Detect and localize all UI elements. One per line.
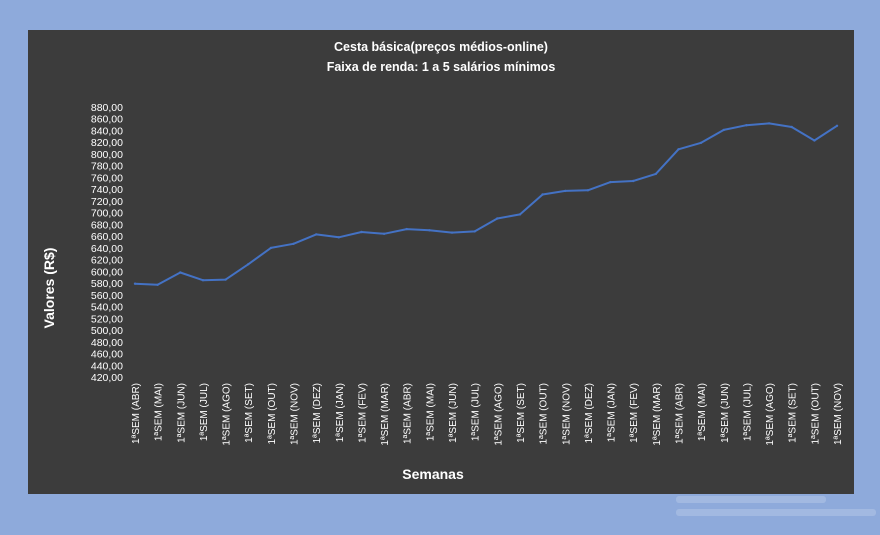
y-axis: 880,00860,00840,00820,00800,00780,00760,… xyxy=(91,102,123,384)
x-tick-label: 1ªSEM (DEZ) xyxy=(584,383,595,443)
y-tick-label: 860,00 xyxy=(91,114,123,126)
y-tick-label: 620,00 xyxy=(91,255,123,267)
data-point xyxy=(813,139,816,142)
data-point xyxy=(360,230,363,234)
x-tick-label: 1ªSEM (ABR) xyxy=(403,383,414,444)
data-point xyxy=(564,189,567,193)
x-tick-label: 1ªSEM (JUN) xyxy=(720,383,731,443)
x-tick-label: 1ªSEM (JAN) xyxy=(607,383,618,442)
data-point xyxy=(315,233,318,236)
x-tick-label: 1ªSEM (JUN) xyxy=(448,383,459,443)
data-point xyxy=(541,193,544,196)
data-point xyxy=(496,217,499,220)
y-tick-label: 640,00 xyxy=(91,243,123,255)
data-point xyxy=(133,282,137,285)
chart-title: Cesta básica(preços médios-online) xyxy=(334,40,548,54)
x-axis-title: Semanas xyxy=(402,466,464,482)
y-tick-label: 840,00 xyxy=(91,125,123,137)
y-tick-label: 780,00 xyxy=(91,161,123,173)
data-point xyxy=(201,279,205,282)
x-tick-label: 1ªSEM (JUL) xyxy=(199,383,210,441)
x-tick-label: 1ªSEM (JUL) xyxy=(471,383,482,441)
x-tick-label: 1ªSEM (JAN) xyxy=(335,383,346,442)
line-chart: 880,00860,00840,00820,00800,00780,00760,… xyxy=(41,102,844,482)
data-point xyxy=(790,125,793,129)
x-tick-label: 1ªSEM (ABR) xyxy=(674,383,685,444)
data-point xyxy=(224,278,227,281)
watermark xyxy=(676,490,880,530)
y-tick-label: 660,00 xyxy=(91,231,123,243)
x-tick-label: 1ªSEM (AGO) xyxy=(765,383,776,446)
y-tick-label: 820,00 xyxy=(91,137,123,149)
data-point xyxy=(699,141,703,144)
x-tick-label: 1ªSEM (NOV) xyxy=(833,383,844,445)
data-point xyxy=(405,227,408,231)
y-tick-label: 460,00 xyxy=(91,349,123,361)
data-point xyxy=(450,231,454,234)
y-tick-label: 740,00 xyxy=(91,184,123,196)
x-tick-label: 1ªSEM (MAR) xyxy=(380,383,391,446)
data-point xyxy=(382,232,386,235)
x-tick-label: 1ªSEM (OUT) xyxy=(267,383,278,444)
y-tick-label: 680,00 xyxy=(91,219,123,231)
x-tick-label: 1ªSEM (MAR) xyxy=(652,383,663,446)
data-point xyxy=(292,242,295,245)
data-point xyxy=(632,179,635,183)
y-tick-label: 760,00 xyxy=(91,172,123,184)
data-point xyxy=(156,283,159,286)
x-tick-label: 1ªSEM (OUT) xyxy=(810,383,821,444)
x-tick-label: 1ªSEM (SET) xyxy=(516,383,527,443)
x-tick-label: 1ªSEM (JUN) xyxy=(176,383,187,443)
y-tick-label: 420,00 xyxy=(91,372,123,384)
data-point xyxy=(428,229,431,232)
x-tick-label: 1ªSEM (NOV) xyxy=(561,383,572,445)
data-point xyxy=(473,230,476,233)
y-tick-label: 560,00 xyxy=(91,290,123,302)
data-point xyxy=(677,148,680,151)
y-axis-title: Valores (R$) xyxy=(41,248,57,329)
x-tick-label: 1ªSEM (DEZ) xyxy=(312,383,323,443)
x-tick-label: 1ªSEM (FEV) xyxy=(629,383,640,443)
x-axis: 1ªSEM (ABR) 1ªSEM (MAI) 1ªSEM (JUN) 1ªSEM (… xyxy=(131,383,844,446)
x-tick-label: 1ªSEM (MAI) xyxy=(697,383,708,441)
data-point xyxy=(586,189,590,192)
y-tick-label: 480,00 xyxy=(91,337,123,349)
data-point xyxy=(179,271,182,274)
chart-panel: Cesta básica(preços médios-online) Faixa… xyxy=(28,30,854,494)
x-tick-label: 1ªSEM (MAI) xyxy=(154,383,165,441)
data-point xyxy=(654,172,657,176)
x-tick-label: 1ªSEM (AGO) xyxy=(222,383,233,446)
y-tick-label: 580,00 xyxy=(91,278,123,290)
series-line xyxy=(134,122,838,286)
y-tick-label: 500,00 xyxy=(91,325,123,337)
x-tick-label: 1ªSEM (FEV) xyxy=(357,383,368,443)
data-point xyxy=(337,236,340,239)
data-point xyxy=(247,263,250,266)
x-tick-label: 1ªSEM (JUL) xyxy=(742,383,753,441)
y-tick-label: 520,00 xyxy=(91,313,123,325)
x-tick-label: 1ªSEM (SET) xyxy=(788,383,799,443)
x-tick-label: 1ªSEM (AGO) xyxy=(493,383,504,446)
y-tick-label: 540,00 xyxy=(91,302,123,314)
x-tick-label: 1ªSEM (ABR) xyxy=(131,383,142,444)
data-point xyxy=(722,128,725,132)
x-tick-label: 1ªSEM (SET) xyxy=(244,383,255,443)
x-tick-label: 1ªSEM (MAI) xyxy=(425,383,436,441)
y-tick-label: 880,00 xyxy=(91,102,123,114)
y-tick-label: 600,00 xyxy=(91,266,123,278)
y-tick-label: 720,00 xyxy=(91,196,123,208)
x-tick-label: 1ªSEM (OUT) xyxy=(539,383,550,444)
y-tick-label: 440,00 xyxy=(91,360,123,372)
x-tick-label: 1ªSEM (NOV) xyxy=(290,383,301,445)
data-point xyxy=(269,246,273,250)
y-tick-label: 800,00 xyxy=(91,149,123,161)
data-point xyxy=(767,122,771,125)
chart-subtitle: Faixa de renda: 1 a 5 salários mínimos xyxy=(326,60,556,74)
y-tick-label: 700,00 xyxy=(91,208,123,220)
data-point xyxy=(835,124,839,128)
data-point xyxy=(518,213,522,216)
data-point xyxy=(609,180,612,184)
data-point xyxy=(745,124,748,127)
series-layer xyxy=(133,122,839,286)
